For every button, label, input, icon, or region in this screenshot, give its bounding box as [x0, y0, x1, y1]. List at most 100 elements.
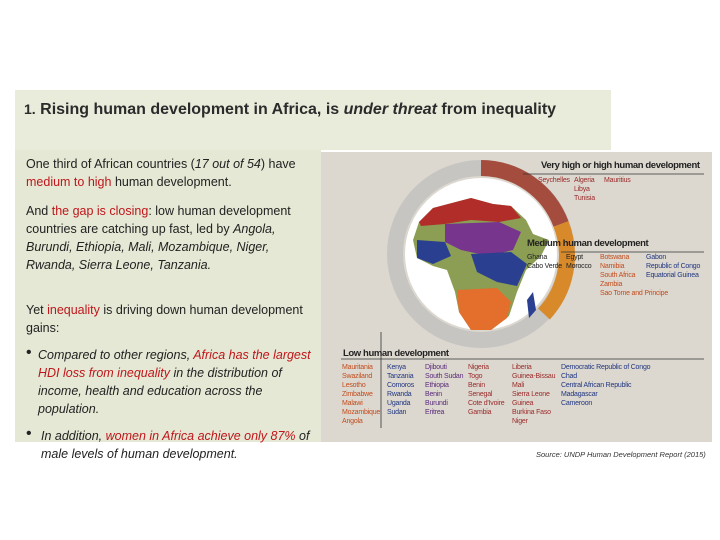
country-drc: Democratic Republic of Congo	[561, 364, 651, 371]
bullet-dot: •	[26, 344, 32, 361]
country-mauritius: Mauritius	[604, 177, 631, 184]
country-libya: Libya	[574, 186, 590, 193]
map-panel: Very high or high human development Seyc…	[321, 152, 712, 442]
low-list-5: Liberia Guinea-Bissau Mali Sierra Leone …	[512, 363, 556, 426]
country-benin-2: Benin	[468, 382, 485, 389]
country-botswana: Botswana	[600, 254, 630, 261]
country-madagascar: Madagascar	[561, 391, 598, 398]
low-list-6: Democratic Republic of Congo Chad Centra…	[561, 363, 651, 408]
country-swaziland: Swaziland	[342, 373, 373, 380]
africa-hdi-map	[341, 160, 704, 428]
p1-text-c: ) have	[260, 157, 296, 171]
low-list-2: Kenya Tanzania Comoros Rwanda Uganda Sud…	[387, 363, 414, 417]
country-tanzania: Tanzania	[387, 373, 414, 380]
low-heading: Low human development	[343, 348, 449, 359]
b1-text-b: Africa has the largest HDI loss from ine…	[38, 348, 311, 380]
country-uganda: Uganda	[387, 400, 411, 407]
country-sudan: Sudan	[387, 409, 407, 416]
country-tunisia: Tunisia	[574, 195, 595, 202]
b2-text-b: women in Africa achieve only 87%	[105, 429, 296, 443]
p1-text-b: 17 out of 54	[194, 157, 261, 171]
country-ghana: Ghana	[527, 254, 548, 261]
country-egypt: Egypt	[566, 254, 583, 261]
medium-list-1: Ghana Cabo Verde	[527, 253, 562, 271]
country-kenya: Kenya	[387, 364, 406, 371]
p2-text-d: Angola, Burundi, Ethiopia, Mali, Mozambi…	[26, 222, 276, 272]
p2-text-b: the gap is closing	[51, 204, 149, 218]
country-benin: Benin	[425, 391, 442, 398]
country-burkina-faso: Burkina Faso	[512, 409, 551, 416]
paragraph-inequality: Yet inequality is driving down human dev…	[26, 301, 311, 337]
donut-brown-segment	[480, 160, 569, 228]
country-rwanda: Rwanda	[387, 391, 412, 398]
text-panel	[15, 150, 321, 442]
country-sierra-leone: Sierra Leone	[512, 391, 550, 398]
donut-orange-segment	[537, 221, 575, 320]
p1-text-d: medium to high	[26, 175, 112, 189]
p2-text-c: : low human development countries are ca…	[26, 204, 291, 236]
country-seychelles: Seychelles	[538, 177, 570, 184]
p1-text-a: One third of African countries (	[26, 157, 195, 171]
very-high-list-2: Algeria Libya Tunisia	[574, 176, 595, 203]
country-niger: Niger	[512, 418, 528, 425]
title-band	[15, 90, 611, 150]
country-namibia: Namibia	[600, 263, 625, 270]
country-morocco: Morocco	[566, 263, 592, 270]
very-high-list-3: Mauritius	[604, 176, 631, 185]
country-nigeria: Nigeria	[468, 364, 489, 371]
country-gabon: Gabon	[646, 254, 667, 261]
p1-text-e: human development.	[111, 175, 232, 189]
madagascar-island	[527, 292, 536, 318]
medium-list-2: Egypt Morocco	[566, 253, 592, 271]
country-chad: Chad	[561, 373, 577, 380]
p3-text-a: Yet	[26, 303, 48, 317]
country-comoros: Comoros	[387, 382, 414, 389]
medium-list-3: Botswana Namibia South Africa Zambia Sao…	[600, 253, 668, 298]
southern-africa-region	[457, 288, 511, 330]
paragraph-one-third: One third of African countries (17 out o…	[26, 155, 311, 191]
title-italic: under threat	[343, 101, 437, 118]
country-mauritania: Mauritania	[342, 364, 373, 371]
country-south-sudan: South Sudan	[425, 373, 464, 380]
country-equatorial-guinea: Equatorial Guinea	[646, 272, 699, 279]
very-high-list-1: Seychelles	[538, 176, 570, 185]
country-togo: Togo	[468, 373, 483, 380]
country-senegal: Senegal	[468, 391, 493, 398]
p2-text-a: And	[26, 204, 52, 218]
country-liberia: Liberia	[512, 364, 532, 371]
country-car: Central African Republic	[561, 382, 632, 389]
b2-text-c: of male levels of human development.	[41, 429, 310, 461]
country-cabo-verde: Cabo Verde	[527, 263, 562, 270]
very-high-heading: Very high or high human development	[541, 160, 700, 171]
p3-text-c: is driving down human development gains:	[26, 303, 303, 335]
low-list-3: Djibouti South Sudan Ethiopia Benin Buru…	[425, 363, 463, 417]
slide-title: 1. Rising human development in Africa, i…	[24, 97, 594, 122]
country-ethiopia: Ethiopia	[425, 382, 449, 389]
country-sao-tome: Sao Tome and Principe	[600, 290, 669, 297]
country-angola: Angola	[342, 418, 363, 425]
west-africa-region	[417, 240, 451, 264]
country-djibouti: Djibouti	[425, 364, 447, 371]
b2-text-a: In addition,	[41, 429, 106, 443]
country-burundi: Burundi	[425, 400, 448, 407]
b1-text-c: in the distribution of income, health an…	[38, 366, 282, 416]
country-zimbabwe: Zimbabwe	[342, 391, 373, 398]
country-algeria: Algeria	[574, 177, 595, 184]
medium-list-4: Gabon Republic of Congo Equatorial Guine…	[646, 253, 700, 280]
paragraph-gap-closing: And the gap is closing: low human develo…	[26, 202, 311, 274]
central-east-region	[471, 252, 527, 286]
bullet-dot: •	[26, 425, 32, 442]
country-gambia: Gambia	[468, 409, 492, 416]
country-zambia: Zambia	[600, 281, 623, 288]
sahel-region	[445, 222, 521, 256]
low-list-4: Nigeria Togo Benin Senegal Cote d'Ivoire…	[468, 363, 505, 417]
b1-text-a: Compared to other regions,	[38, 348, 194, 362]
country-malawi: Malawi	[342, 400, 363, 407]
country-eritrea: Eritrea	[425, 409, 445, 416]
country-republic-of-congo: Republic of Congo	[646, 263, 701, 270]
title-part1: Rising human development in Africa, is	[40, 101, 344, 118]
medium-heading: Medium human development	[527, 238, 649, 249]
low-list-1: Mauritania Swaziland Lesotho Zimbabwe Ma…	[342, 363, 380, 426]
country-lesotho: Lesotho	[342, 382, 366, 389]
country-mali: Mali	[512, 382, 525, 389]
